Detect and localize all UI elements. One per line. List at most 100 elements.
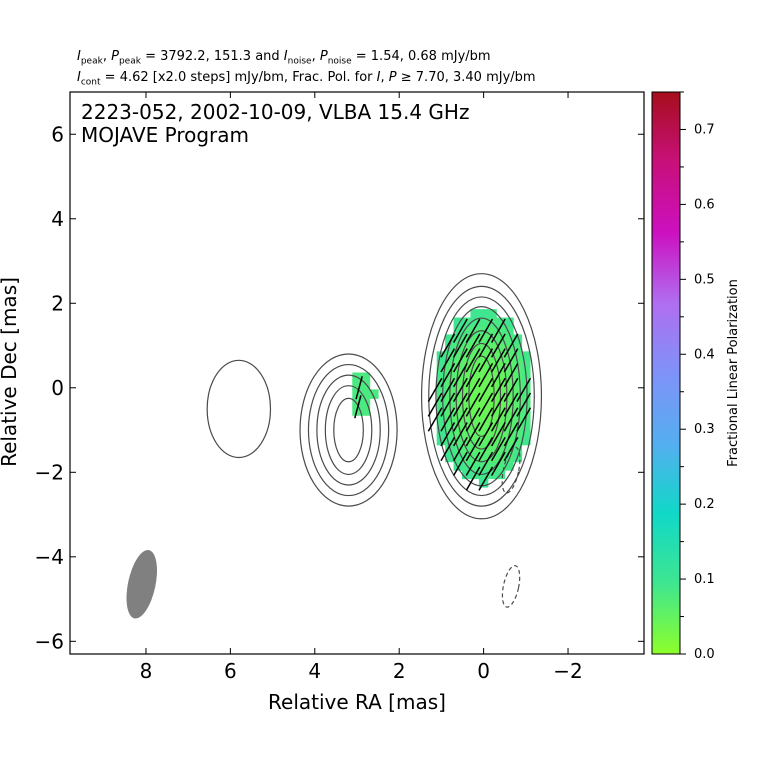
evpa-vector	[490, 392, 506, 417]
plot-frame	[69, 91, 645, 655]
negative-contour	[501, 446, 521, 494]
pol-pixel	[470, 334, 480, 344]
pol-pixel	[445, 359, 455, 370]
evpa-vector	[427, 392, 443, 417]
x-tick-label: 8	[140, 659, 153, 683]
y-axis-label: Relative Dec [mas]	[0, 277, 21, 467]
pol-pixel	[436, 385, 447, 395]
pol-pixel	[436, 402, 447, 412]
colorbar-label: Fractional Linear Polarization	[726, 279, 741, 467]
pol-pixel	[445, 334, 455, 344]
pol-pixel	[470, 368, 480, 378]
axis-ticks: 8 6 4 2 0 −2 −6 −4 −2 0 2 4 6	[35, 92, 644, 683]
pol-pixel	[470, 452, 480, 463]
pol-pixel	[445, 368, 455, 378]
pol-pixel	[478, 435, 489, 446]
evpa-vector	[503, 348, 519, 373]
y-tick-label: −6	[35, 629, 64, 653]
pol-pixel	[462, 393, 472, 404]
pol-pixel	[470, 435, 480, 446]
pol-pixel	[504, 376, 514, 387]
pol-pixel	[504, 461, 514, 471]
pol-pixel	[478, 376, 489, 387]
evpa-vector	[453, 436, 468, 462]
pol-pixel	[512, 376, 523, 387]
contour-core	[461, 342, 502, 450]
pol-pixel	[504, 385, 514, 395]
pol-pixel	[504, 393, 514, 404]
evpa-vectors	[354, 318, 532, 491]
pol-pixel	[470, 309, 480, 319]
evpa-vector	[490, 333, 506, 358]
pol-pixel	[462, 342, 472, 353]
pol-pixel	[470, 376, 480, 387]
pol-pixel	[512, 342, 523, 353]
pol-pixel	[521, 393, 531, 404]
pol-pixel	[487, 326, 497, 336]
evpa-vector	[478, 348, 494, 373]
pol-pixel	[453, 317, 464, 328]
evpa-vector	[440, 436, 456, 462]
pol-pixel	[453, 376, 464, 387]
pol-pixel	[470, 359, 480, 370]
pol-pixel	[521, 435, 531, 446]
contour-core	[420, 273, 543, 520]
ppeak-symbol: P	[111, 49, 119, 64]
evpa-vector	[503, 407, 519, 432]
p-symbol: P	[388, 70, 397, 85]
pol-pixel	[512, 393, 523, 404]
x-tick-label: 0	[477, 659, 490, 683]
evpa-vector	[503, 333, 519, 358]
evpa-vector	[478, 422, 494, 447]
evpa-vector	[465, 363, 481, 388]
evpa-vector	[503, 363, 519, 388]
evpa-vector	[465, 392, 481, 417]
pol-pixel	[453, 410, 464, 420]
pol-pixel	[436, 427, 447, 437]
evpa-vector	[516, 392, 532, 417]
threshold-text: ≥ 7.70, 3.40 mJy/bm	[400, 70, 536, 85]
pol-pixel	[462, 402, 472, 412]
evpa-vector	[427, 377, 443, 402]
pol-pixel	[495, 317, 506, 328]
pol-pixel	[487, 461, 497, 471]
pol-pixel	[495, 427, 506, 437]
evpa-vector	[490, 422, 506, 447]
pol-pixel	[462, 317, 472, 328]
x-tick-label: 6	[224, 659, 237, 683]
icont-symbol: I	[77, 70, 81, 85]
y-tick-label: −4	[35, 545, 64, 569]
evpa-vector	[516, 377, 532, 402]
evpa-vector	[440, 348, 456, 373]
evpa-vector	[440, 333, 456, 358]
contour-jet	[316, 374, 381, 486]
pol-pixel	[478, 427, 489, 437]
contour-core	[435, 296, 528, 497]
evpa-vector	[440, 422, 456, 447]
colorbar-ticks: 0.0 0.1 0.2 0.3 0.4 0.5 0.6 0.7	[680, 91, 715, 662]
evpa-vector	[490, 407, 506, 432]
pol-pixel	[478, 317, 489, 328]
pol-pixel	[470, 418, 480, 429]
pol-pixel	[436, 393, 447, 404]
pol-pixel	[487, 342, 497, 353]
pol-pixel	[495, 461, 506, 471]
y-tick-label: 6	[51, 122, 64, 146]
pol-pixel	[512, 351, 523, 361]
chart-title-line-1: 2223-052, 2002-10-09, VLBA 15.4 GHz	[81, 100, 469, 124]
pol-pixel	[462, 326, 472, 336]
pol-pixel	[436, 376, 447, 387]
pol-pixel	[462, 452, 472, 463]
chart-title-line-2: MOJAVE Program	[81, 123, 249, 147]
pol-pixel	[478, 334, 489, 344]
pol-pixel	[453, 427, 464, 437]
evpa-vector	[354, 395, 362, 419]
evpa-vector	[453, 333, 468, 358]
pol-pixel	[462, 435, 472, 446]
colorbar-tick-label: 0.4	[694, 347, 715, 362]
contour-core	[428, 285, 535, 507]
pol-pixel	[470, 461, 480, 471]
pol-pixel	[478, 402, 489, 412]
pol-pixel	[453, 326, 464, 336]
contour-jet	[307, 363, 390, 497]
